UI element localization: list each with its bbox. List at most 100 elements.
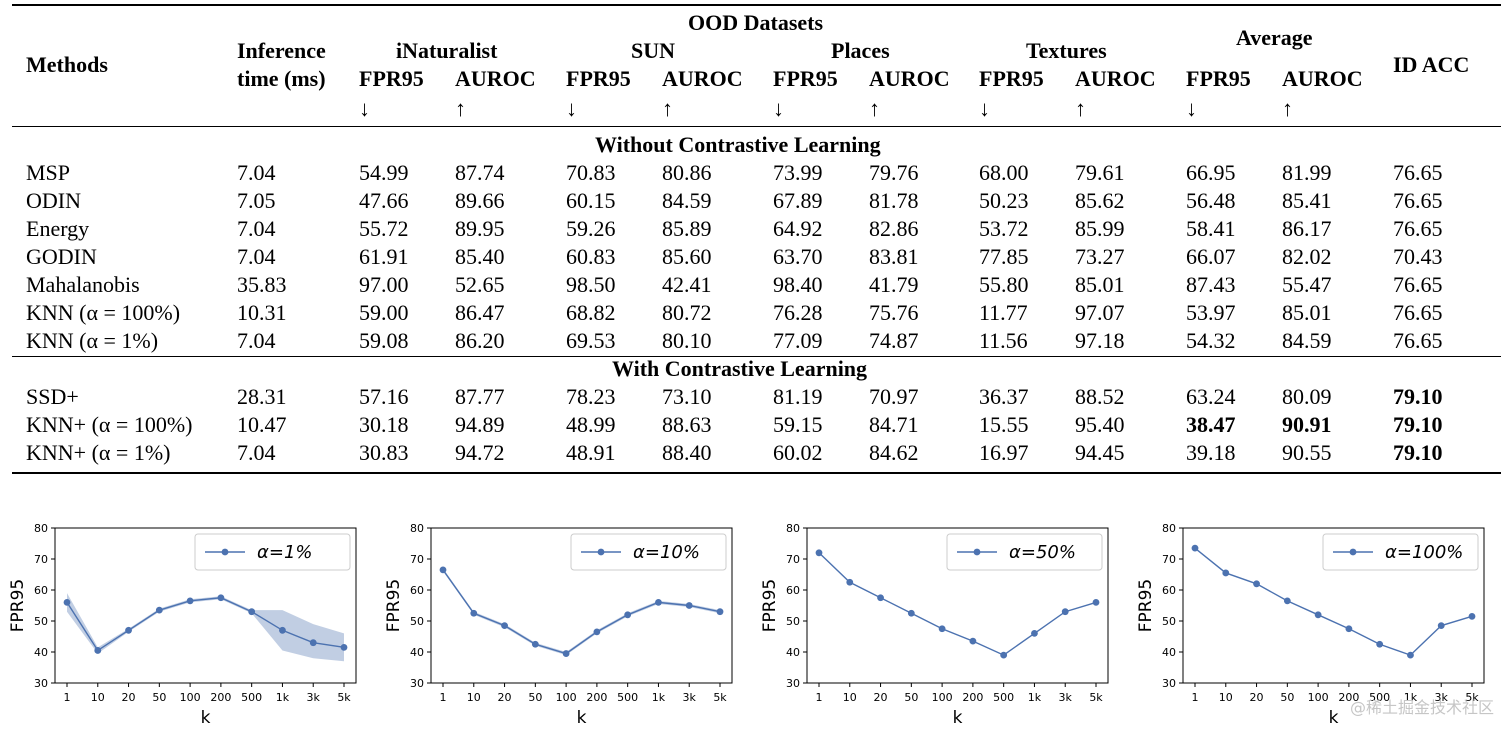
plot-frame [430,527,733,684]
id-acc-value: 70.43 [1393,244,1443,269]
fpr95-value: 47.66 [359,188,409,213]
x-axis-label: k [1329,708,1339,728]
data-point [470,609,478,617]
auroc-value: 85.40 [455,244,505,269]
plot-frame [806,527,1109,684]
x-tick-label: 1k [276,691,290,704]
arrow-up-icon: ↑ [455,96,466,121]
x-tick-label: 200 [1338,691,1359,704]
auroc-value: 84.59 [662,188,712,213]
y-tick-label: 30 [34,677,48,690]
auroc-value: 87.74 [455,160,505,185]
inference-time: 7.04 [237,216,276,241]
plot-frame [1182,527,1485,684]
plot-alpha-100: 30 40 50 60 70 80 1 10 20 50 100 200 500 1k 3k 5k k FPR95… [1128,512,1488,740]
x-axis-label: k [201,708,211,728]
auroc-value: 74.87 [869,328,919,353]
fpr95-value: 67.89 [773,188,823,213]
y-tick-label: 60 [410,584,424,597]
method-name: KNN (α = 100%) [26,300,181,325]
fpr95-value: 36.37 [979,384,1029,409]
data-point [907,609,915,617]
id-acc-value: 76.65 [1393,160,1443,185]
dataset-header-textures: Textures [1026,38,1107,63]
y-tick-label: 70 [34,553,48,566]
series-line [818,552,1097,656]
method-name: KNN+ (α = 100%) [26,412,193,437]
fpr95-value: 70.83 [566,160,616,185]
arrow-down-icon: ↓ [773,96,784,121]
auroc-value: 94.45 [1075,440,1125,465]
x-tick-label: 200 [962,691,983,704]
auroc-value: 85.99 [1075,216,1125,241]
y-tick-label: 30 [786,677,800,690]
y-tick-label: 80 [1162,522,1176,535]
data-point [186,597,194,605]
fpr95-value: 61.91 [359,244,409,269]
fpr95-value: 39.18 [1186,440,1236,465]
method-name: ODIN [26,188,81,213]
arrow-down-icon: ↓ [566,96,577,121]
inference-time: 7.05 [237,188,276,213]
data-point [501,622,508,630]
auroc-value: 97.07 [1075,300,1125,325]
id-acc-value: 79.10 [1393,412,1443,437]
id-acc-value: 76.65 [1393,328,1443,353]
fpr95-value: 64.92 [773,216,823,241]
series-line [1194,547,1473,656]
fpr95-value: 60.15 [566,188,616,213]
fpr95-value: 30.83 [359,440,409,465]
dataset-header-sun: SUN [631,38,676,63]
x-tick-label: 50 [528,691,542,704]
x-tick-label: 1 [1192,691,1199,704]
data-point [593,628,601,636]
data-point [1314,611,1322,619]
auroc-value: 85.01 [1282,300,1332,325]
fpr95-value: 63.70 [773,244,823,269]
x-tick-label: 3k [307,691,321,704]
x-axis-label: k [953,708,963,728]
x-tick-label: 20 [1250,691,1264,704]
plot-frame [54,527,357,684]
auroc-value: 79.61 [1075,160,1125,185]
x-tick-label: 5k [337,691,351,704]
data-point [685,602,693,609]
plot-alpha-10-svg: 30 40 50 60 70 80 1 10 20 50 100 200 500 1k 3k 5k k FPR95… [384,522,733,728]
fpr95-value: 69.53 [566,328,616,353]
results-table: OOD Datasets Methods Inference time (ms)… [12,4,1501,474]
x-axis-label: k [577,708,587,728]
plot-alpha-10: 30 40 50 60 70 80 1 10 20 50 100 200 500 1k 3k 5k k FPR95… [376,512,736,740]
auroc-value: 87.77 [455,384,505,409]
inference-header-line1: Inference [237,38,326,63]
x-tick-label: 1 [816,691,823,704]
arrow-down-icon: ↓ [359,96,370,121]
inference-time: 28.31 [237,384,287,409]
y-tick-label: 40 [1162,646,1176,659]
method-name: SSD+ [26,384,79,409]
auroc-value: 89.95 [455,216,505,241]
y-tick-label: 60 [786,584,800,597]
legend-box [570,533,727,571]
auroc-value: 86.20 [455,328,505,353]
y-tick-label: 60 [34,584,48,597]
fpr95-value: 11.77 [979,300,1028,325]
section-with-contrastive: With Contrastive Learning [612,356,868,381]
y-tick-label: 40 [34,646,48,659]
fpr95-value: 66.07 [1186,244,1236,269]
auroc-value: 84.71 [869,412,919,437]
data-point [248,608,256,616]
fpr95-value: 55.72 [359,216,409,241]
y-axis-label: FPR95 [760,579,780,632]
x-tick-label: 1k [1028,691,1042,704]
data-point [1253,580,1260,588]
fpr95-value: 15.55 [979,412,1029,437]
auroc-value: 86.17 [1282,216,1332,241]
inference-time: 35.83 [237,272,287,297]
data-point [969,637,977,645]
x-tick-label: 500 [993,691,1014,704]
fpr95-value: 68.82 [566,300,616,325]
auroc-header: AUROC [1075,66,1156,91]
data-point [1191,544,1199,552]
dataset-header-places: Places [831,38,890,63]
auroc-value: 42.41 [662,272,712,297]
